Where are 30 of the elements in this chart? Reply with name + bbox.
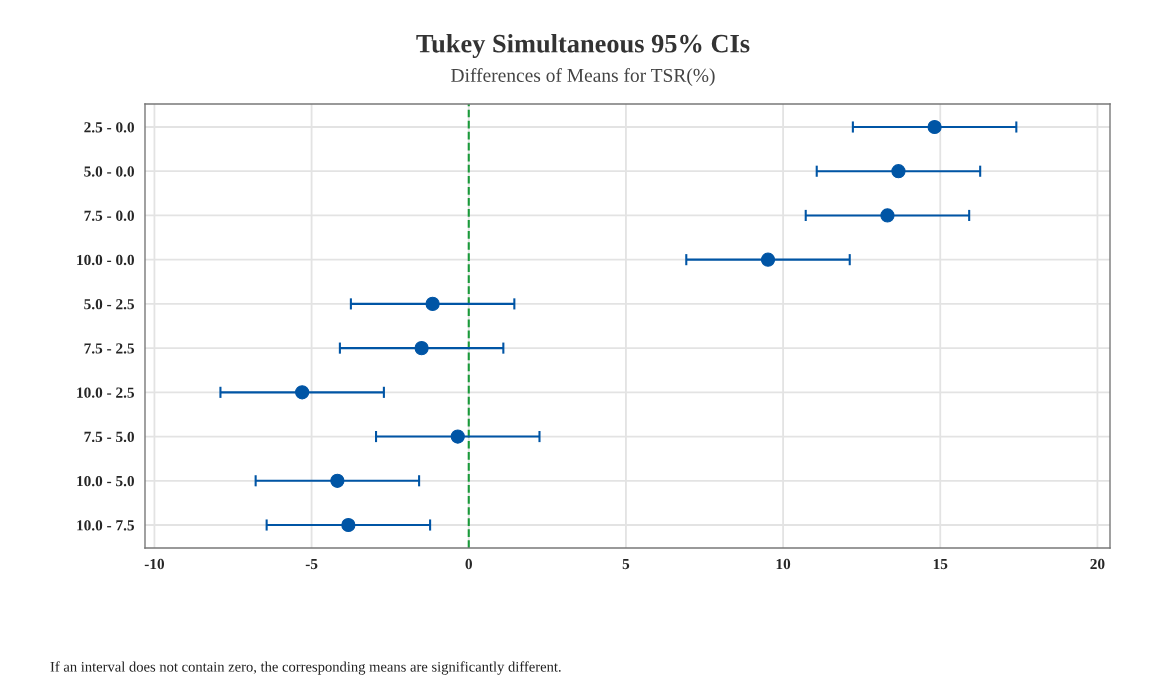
point xyxy=(450,429,465,444)
y-tick-label: 10.0 - 5.0 xyxy=(77,475,134,487)
y-tick-label: 10.0 - 7.5 xyxy=(77,520,135,531)
point xyxy=(760,252,776,267)
point xyxy=(341,517,356,533)
point xyxy=(425,296,440,312)
point xyxy=(330,473,345,488)
x-tick-label: 15 xyxy=(933,558,948,570)
point xyxy=(927,119,942,135)
x-tick-label: 5 xyxy=(622,559,630,570)
text: If an interval does not contain zero, the corresponding means are significantly different. xyxy=(50,661,561,675)
point xyxy=(891,164,906,179)
y-tick-label: 10.0 - 2.5 xyxy=(77,387,135,398)
x-tick-label: -10 xyxy=(144,558,165,570)
x-tick-label: -5 xyxy=(305,559,318,570)
y-tick-label: 5.0 - 0.0 xyxy=(84,166,134,177)
chart-title: Tukey Simultaneous 95% CIs xyxy=(416,34,750,58)
y-tick-label: 7.5 - 5.0 xyxy=(84,431,134,443)
y-tick-label: 7.5 - 2.5 xyxy=(84,343,135,354)
point xyxy=(880,208,895,223)
point xyxy=(295,385,310,400)
y-tick-label: 10.0 - 0.0 xyxy=(77,254,134,266)
x-tick-label: 20 xyxy=(1090,558,1105,570)
x-tick-label: 10 xyxy=(776,558,791,570)
y-tick-label: 2.5 - 0.0 xyxy=(84,122,134,133)
x-tick-label: 0 xyxy=(465,558,472,570)
y-tick-label: 7.5 - 0.0 xyxy=(84,210,134,221)
y-tick-label: 5.0 - 2.5 xyxy=(84,299,135,310)
chart-subtitle: Differences of Means for TSR(%) xyxy=(451,68,715,86)
point xyxy=(414,340,429,356)
